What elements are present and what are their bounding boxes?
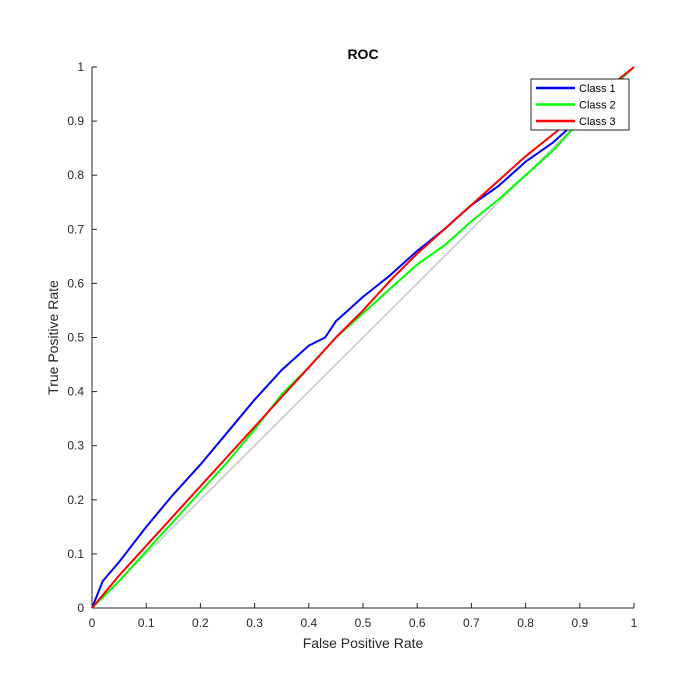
y-axis-label: True Positive Rate — [45, 280, 61, 395]
x-tick-label: 0 — [89, 616, 96, 630]
legend-label: Class 1 — [579, 83, 616, 95]
y-tick-label: 0.3 — [67, 439, 84, 453]
y-tick-label: 0.2 — [67, 493, 84, 507]
series-layer — [91, 66, 635, 609]
x-axis-label: False Positive Rate — [303, 635, 424, 651]
legend: Class 1 Class 2 Class 3 — [530, 78, 630, 131]
series-line-class-3 — [91, 66, 635, 609]
x-tick-label: 0.1 — [138, 616, 155, 630]
x-tick-label: 0.4 — [300, 616, 317, 630]
y-tick-label: 0.5 — [67, 331, 84, 345]
y-tick-label: 0.1 — [67, 547, 84, 561]
x-tick-label: 0.2 — [192, 616, 209, 630]
x-tick-label: 0.8 — [517, 616, 534, 630]
x-tick-label: 0.6 — [409, 616, 426, 630]
y-tick-label: 0.8 — [67, 168, 84, 182]
legend-label: Class 3 — [579, 116, 616, 128]
y-tick-label: 0.7 — [67, 222, 84, 236]
y-tick-label: 0.6 — [67, 276, 84, 290]
x-axis-ticks: 0 0.1 0.2 0.3 0.4 0.5 0.6 0.7 0.8 0.9 1 — [89, 603, 638, 630]
series-line-class-1 — [91, 66, 635, 609]
y-tick-label: 0 — [77, 601, 84, 615]
x-tick-label: 0.3 — [246, 616, 263, 630]
legend-label: Class 2 — [579, 100, 616, 112]
x-tick-label: 0.9 — [571, 616, 588, 630]
x-tick-label: 0.5 — [355, 616, 372, 630]
y-tick-label: 0.4 — [67, 385, 84, 399]
y-tick-label: 1 — [77, 60, 84, 74]
chart-title: ROC — [347, 46, 378, 62]
x-tick-label: 1 — [631, 616, 638, 630]
x-tick-label: 0.7 — [463, 616, 480, 630]
diagonal-reference-line — [91, 66, 635, 609]
y-axis-ticks: 0 0.1 0.2 0.3 0.4 0.5 0.6 0.7 0.8 0.9 1 — [67, 60, 97, 615]
y-tick-label: 0.9 — [67, 114, 84, 128]
series-line-class-2 — [91, 66, 635, 609]
